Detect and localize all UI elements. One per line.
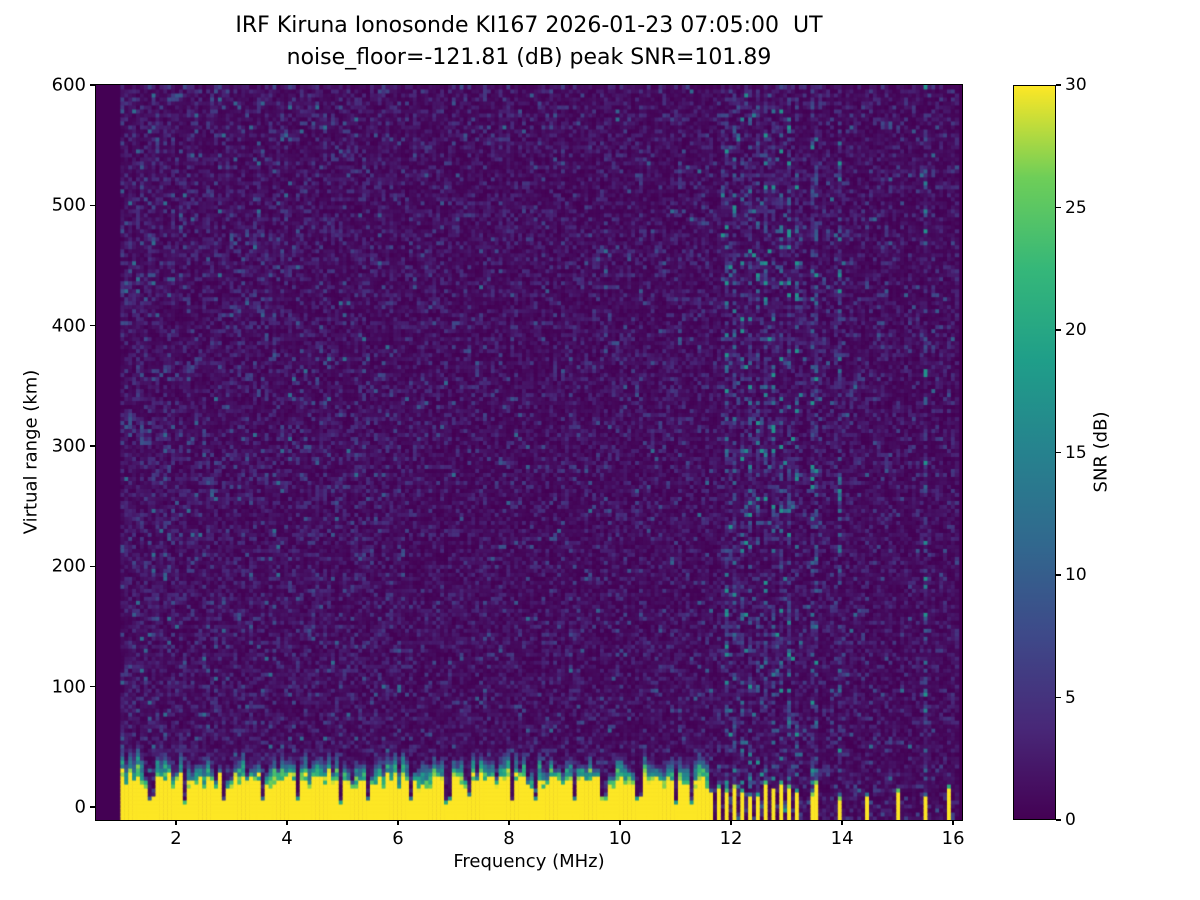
y-tick-label: 0 (74, 796, 86, 818)
x-tick-label: 14 (830, 828, 854, 849)
y-tick-label: 400 (51, 315, 86, 337)
y-tick-mark (90, 685, 96, 688)
chart-subtitle: noise_floor=-121.81 (dB) peak SNR=101.89 (286, 45, 772, 70)
y-tick-label: 100 (51, 676, 86, 698)
colorbar-tick-label: 10 (1065, 565, 1087, 585)
x-tick-mark (286, 820, 288, 825)
chart-title: IRF Kiruna Ionosonde KI167 2026-01-23 07… (235, 13, 823, 38)
x-tick-mark (952, 820, 954, 825)
colorbar-tick-label: 20 (1065, 320, 1087, 340)
colorbar-tick-label: 15 (1065, 442, 1087, 463)
colorbar-label: SNR (dB) (1090, 411, 1112, 493)
y-tick-mark (90, 84, 96, 86)
colorbar-tick-mark (1056, 329, 1061, 331)
plot-area (96, 85, 962, 820)
x-tick-mark (841, 820, 843, 825)
x-tick-label: 2 (170, 828, 182, 849)
y-axis-label: Virtual range (km) (20, 369, 42, 535)
heatmap-canvas (96, 85, 962, 820)
x-tick-label: 10 (608, 828, 632, 849)
colorbar-tick-mark (1056, 819, 1061, 821)
x-tick-label: 8 (503, 828, 515, 849)
y-tick-label: 500 (51, 194, 86, 216)
colorbar-tick-mark (1056, 574, 1061, 576)
x-axis-label: Frequency (MHz) (453, 851, 605, 872)
y-tick-mark (90, 324, 96, 327)
y-tick-mark (90, 806, 96, 808)
y-tick-mark (90, 565, 96, 568)
x-tick-mark (730, 820, 732, 825)
colorbar-tick-label: 5 (1065, 687, 1076, 708)
x-tick-label: 16 (941, 828, 965, 849)
x-tick-mark (397, 820, 399, 825)
x-tick-mark (619, 820, 621, 825)
x-tick-label: 4 (281, 828, 293, 849)
colorbar-tick-label: 0 (1065, 810, 1076, 830)
colorbar-tick-label: 25 (1065, 197, 1087, 218)
x-tick-mark (508, 820, 510, 825)
colorbar-tick-mark (1056, 206, 1061, 209)
colorbar (1013, 85, 1056, 820)
colorbar-tick-mark (1056, 451, 1061, 454)
colorbar-tick-label: 30 (1065, 75, 1087, 95)
x-tick-mark (175, 820, 177, 825)
colorbar-tick-mark (1056, 84, 1061, 86)
y-tick-label: 300 (51, 435, 86, 457)
y-tick-mark (90, 445, 96, 447)
x-tick-label: 12 (719, 828, 743, 849)
x-tick-label: 6 (392, 828, 404, 849)
y-tick-label: 200 (51, 555, 86, 577)
y-tick-label: 600 (51, 74, 86, 96)
colorbar-tick-mark (1056, 696, 1061, 699)
y-tick-mark (90, 204, 96, 207)
